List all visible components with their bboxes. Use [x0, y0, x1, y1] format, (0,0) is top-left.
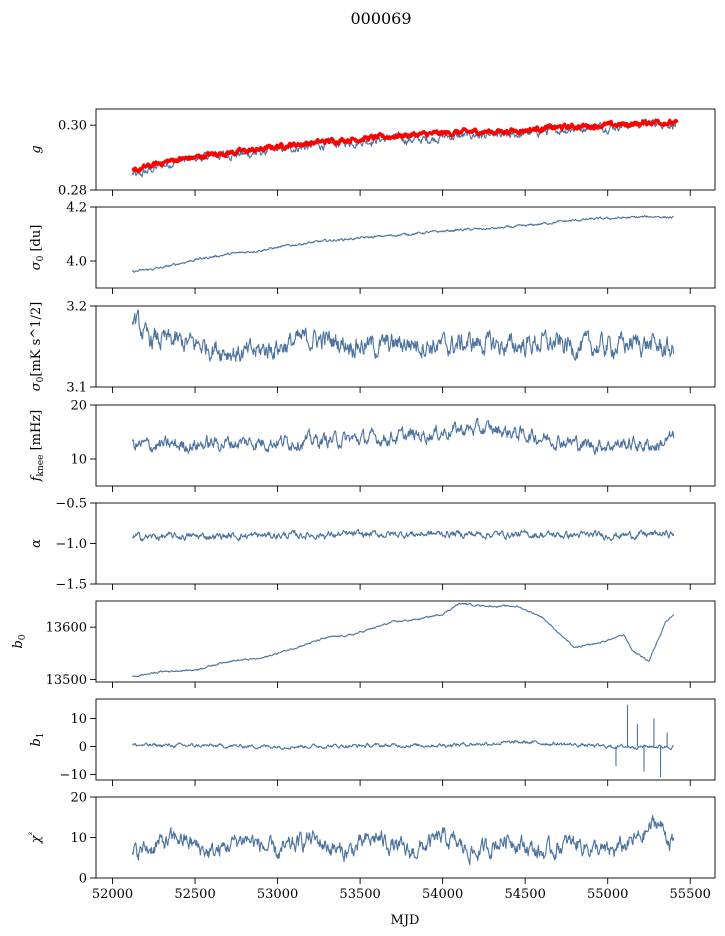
x-tick-label: 55000: [587, 887, 628, 902]
x-tick-label: 52500: [174, 887, 215, 902]
axes-frame: [95, 698, 716, 781]
plot-area: [131, 118, 679, 178]
plot-area: [132, 602, 675, 678]
subplot-alpha: −1.5 −1.0 −0.5 α: [29, 497, 716, 593]
y-tick-label: 10: [70, 712, 87, 727]
y-tick-label: −0.5: [55, 497, 87, 512]
series-spikes: [615, 704, 668, 778]
plot-area: [131, 214, 675, 273]
y-tick-label: −10: [60, 768, 87, 783]
y-axis-label: σ0[mK s^1/2]: [29, 302, 46, 391]
figure-title: 000069: [350, 9, 411, 28]
x-tick-label: 53500: [339, 887, 380, 902]
axes-frame: [95, 108, 716, 191]
x-tick-label: 52000: [92, 887, 133, 902]
subplot-fknee: 10 20 fknee [mHz]: [29, 399, 716, 492]
y-tick-label: 20: [70, 399, 87, 414]
axes-frame: [95, 404, 716, 487]
series-line-1: [131, 214, 675, 273]
x-tick-label: 53000: [257, 887, 298, 902]
y-tick-label: 0.30: [58, 119, 87, 134]
y-axis-label: χ²: [28, 831, 44, 844]
series-line-1: [131, 309, 675, 362]
y-tick-label: −1.5: [55, 578, 87, 593]
y-axis-label: σ0 [du]: [29, 225, 46, 271]
plot-area: [131, 309, 675, 362]
y-tick-label: 3.2: [66, 300, 87, 315]
axes-frame: [95, 305, 716, 388]
x-axis-label: MJD: [391, 913, 420, 928]
y-tick-label: 4.2: [66, 201, 87, 216]
subplot-g: 0.28 0.30 g: [29, 108, 716, 199]
subplot-sigma0-mk: 3.1 3.2 σ0[mK s^1/2]: [29, 300, 716, 396]
subplot-sigma0-du: 4.0 4.2 σ0 [du]: [29, 201, 716, 294]
series-line-2: [131, 118, 679, 174]
y-axis-label: g: [29, 145, 44, 153]
plot-area: [131, 417, 675, 456]
y-tick-label: 10: [70, 831, 87, 846]
subplot-chi2: 0 10 20 52000 52500 53000 53500 54000 54500 55000…: [28, 791, 716, 902]
series-line-1: [132, 739, 674, 751]
y-axis-label: fknee [mHz]: [29, 410, 46, 483]
y-axis-label: α: [29, 539, 44, 548]
subplot-b0: 13500 13600 b0: [11, 600, 716, 688]
axes-frame: [95, 206, 716, 289]
y-tick-label: 4.0: [66, 255, 87, 270]
axes-frame: [95, 502, 716, 585]
y-tick-label: 13600: [46, 621, 87, 636]
series-line-1: [132, 602, 675, 678]
series-line-1: [131, 118, 678, 178]
axes-frame: [95, 796, 716, 879]
y-axis-label: b1: [29, 732, 46, 746]
x-tick-label: 55500: [670, 887, 711, 902]
series-line-1: [131, 528, 675, 542]
y-axis-label: b0: [11, 634, 28, 648]
x-tick-label: 54500: [504, 887, 545, 902]
y-tick-label: 20: [70, 791, 87, 806]
y-tick-label: 3.1: [66, 381, 87, 396]
series-line-1: [131, 417, 675, 456]
x-tick-label: 54000: [422, 887, 463, 902]
y-tick-label: 13500: [46, 673, 87, 688]
series-line-1: [131, 815, 675, 866]
y-tick-label: 0.28: [58, 184, 87, 199]
plot-area: [132, 704, 674, 778]
y-tick-label: −1.0: [55, 537, 87, 552]
subplot-stack: 0.28 0.30 g 4.0 4.2 σ0 [du] 3.1 3.2 σ0[mK s^1/2]…: [11, 108, 716, 902]
y-tick-label: 0: [79, 740, 87, 755]
y-tick-label: 10: [70, 453, 87, 468]
plot-area: [131, 528, 675, 542]
y-tick-label: 0: [79, 872, 87, 887]
subplot-b1: −10 0 10 b1: [29, 698, 716, 786]
axes-frame: [95, 600, 716, 683]
plot-area: [131, 815, 675, 866]
